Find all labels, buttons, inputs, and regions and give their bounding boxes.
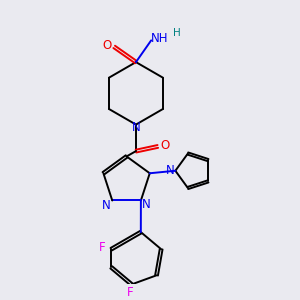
Text: F: F [99, 241, 106, 254]
Text: N: N [132, 121, 140, 134]
Text: N: N [166, 164, 175, 177]
Text: O: O [160, 139, 169, 152]
Text: N: N [102, 199, 111, 212]
Text: N: N [142, 198, 151, 211]
Text: F: F [127, 286, 134, 299]
Text: NH: NH [151, 32, 169, 45]
Text: H: H [173, 28, 181, 38]
Text: O: O [103, 39, 112, 52]
